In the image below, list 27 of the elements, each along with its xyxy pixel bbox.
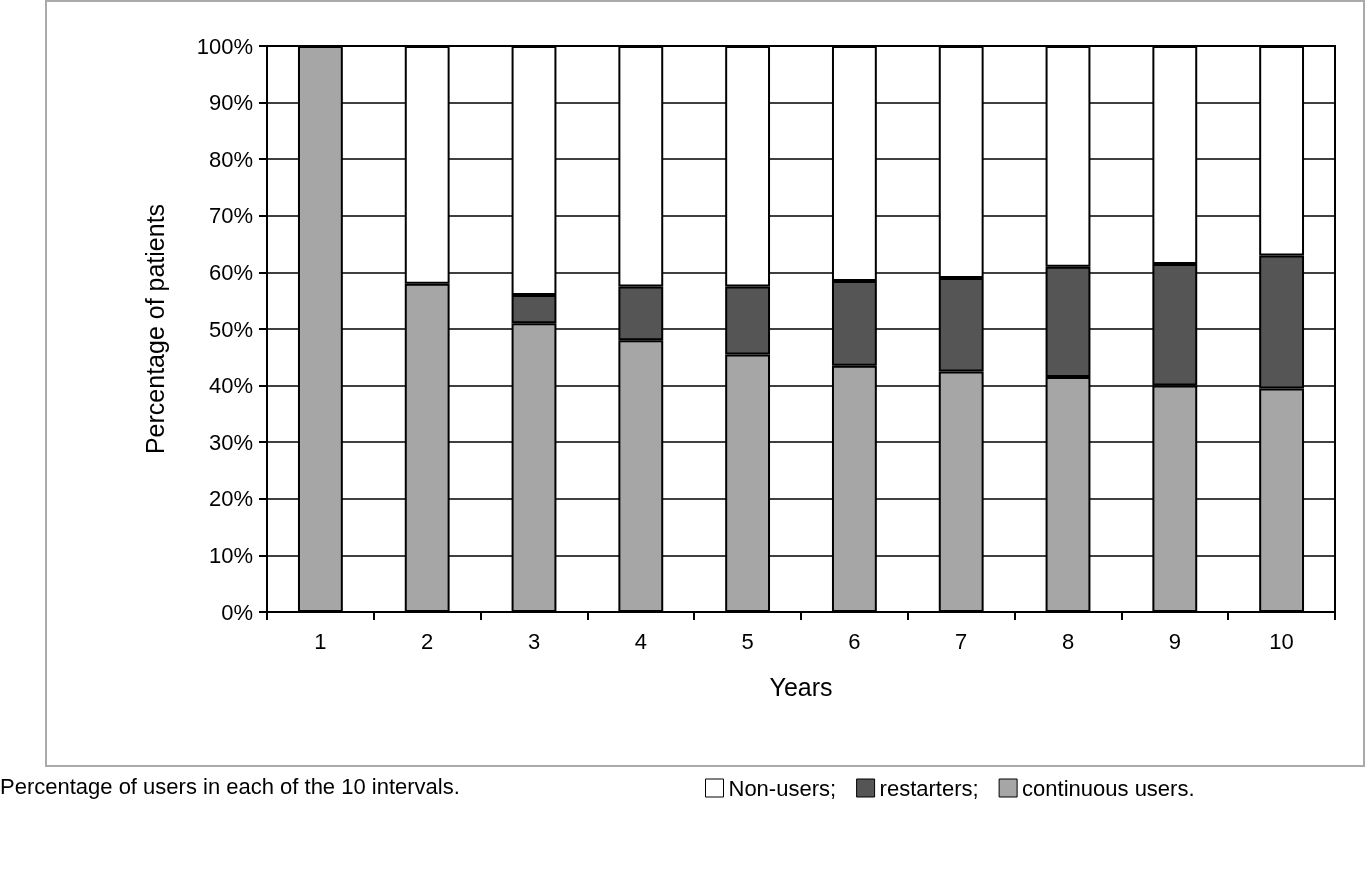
text: Percentage of users in each of the 10 intervals.	[0, 773, 460, 799]
y-axis-title: Percentage of patients	[140, 203, 169, 455]
x-axis-title: Years	[769, 672, 833, 701]
y-tick-label: 50%	[208, 316, 253, 342]
x-tick-label: 2	[421, 628, 434, 654]
legend-label: Non-users;	[728, 775, 837, 801]
x-tick-label: 1	[314, 628, 327, 654]
y-tick-label: 10%	[208, 542, 253, 568]
y-tick-label: 60%	[208, 259, 253, 285]
y-tick-label: 90%	[208, 90, 253, 116]
x-tick-label: 3	[527, 628, 541, 654]
y-tick-label: 30%	[208, 429, 253, 455]
y-tick-label: 100%	[196, 33, 253, 59]
y-tick-label: 80%	[208, 146, 253, 172]
legend-label: continuous users.	[1022, 775, 1195, 801]
x-tick-label: 7	[955, 628, 968, 654]
x-tick-label: 10	[1269, 628, 1294, 654]
x-tick-label: 8	[1061, 628, 1075, 654]
y-tick-label: 20%	[208, 486, 253, 512]
y-tick-label: 70%	[208, 203, 253, 229]
y-tick-label: 40%	[208, 373, 253, 399]
x-tick-label: 6	[848, 628, 861, 654]
legend-label: restarters;	[879, 775, 979, 801]
x-tick-label: 4	[634, 628, 647, 654]
x-tick-label: 9	[1168, 628, 1181, 654]
y-tick-label: 0%	[221, 599, 253, 625]
x-tick-label: 5	[741, 628, 754, 654]
